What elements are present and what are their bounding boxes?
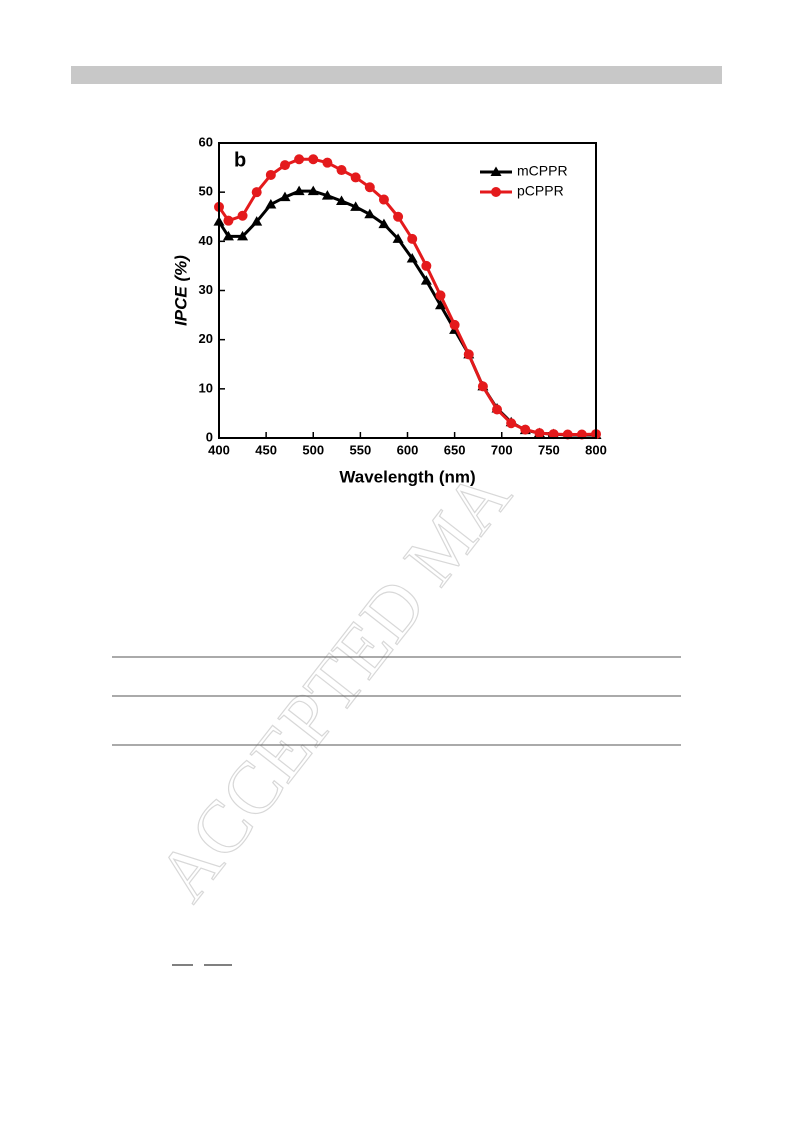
x-tick-label: 750 [538, 442, 560, 457]
legend-marker [490, 166, 502, 176]
watermark: ACCEPTED MA [142, 456, 527, 916]
data-point [265, 198, 277, 209]
header-bar [71, 66, 722, 84]
x-tick-label: 550 [350, 442, 372, 457]
data-point [435, 290, 446, 301]
data-point [293, 185, 305, 196]
data-point [321, 190, 333, 200]
data-point [223, 215, 234, 226]
data-point [421, 260, 432, 271]
x-tick-label: 450 [255, 442, 277, 457]
data-point [279, 191, 291, 202]
legend-label: pCPPR [517, 183, 564, 199]
y-axis-label: IPCE (%) [171, 255, 190, 326]
data-point [222, 230, 234, 241]
data-point [520, 424, 531, 435]
y-tick-label: 20 [199, 331, 213, 346]
data-point [534, 428, 545, 439]
data-point [350, 172, 361, 183]
data-point [336, 195, 348, 206]
y-tick-label: 10 [199, 380, 213, 395]
data-point [237, 230, 249, 241]
x-tick-label: 700 [491, 442, 513, 457]
data-point [322, 157, 333, 168]
data-point [336, 165, 347, 176]
x-tick-label: 400 [208, 442, 230, 457]
data-point [393, 211, 404, 222]
chart: 400 450 500 550 600 650 700 750 800 0 10 20 30 40 50 60… [171, 134, 606, 486]
data-point [463, 349, 474, 360]
x-tick-label: 800 [585, 442, 607, 457]
x-tick-label: 500 [302, 442, 324, 457]
x-tick-label: 650 [444, 442, 466, 457]
data-point [251, 216, 263, 226]
data-point [492, 404, 503, 415]
data-point [378, 194, 389, 205]
y-tick-label: 40 [199, 233, 213, 248]
data-point [350, 201, 362, 211]
x-tick-label: 600 [397, 442, 419, 457]
x-axis-label: Wavelength (nm) [339, 467, 475, 486]
data-point [279, 160, 290, 171]
data-point [307, 185, 319, 196]
legend-label: mCPPR [517, 163, 568, 179]
table-rules [112, 656, 681, 966]
y-tick-label: 0 [206, 429, 213, 444]
data-point [294, 154, 305, 165]
data-point [420, 275, 432, 285]
data-point [548, 429, 559, 440]
data-point [407, 233, 418, 244]
plot-frame [218, 142, 597, 439]
y-tick-label: 60 [199, 134, 213, 149]
data-point [406, 253, 418, 263]
y-tick-label: 30 [199, 282, 213, 297]
data-point [434, 299, 446, 310]
data-point [477, 381, 488, 392]
data-point [392, 233, 404, 243]
data-point [364, 182, 375, 193]
data-point [265, 169, 276, 180]
data-point [237, 210, 248, 221]
legend-marker [491, 187, 501, 197]
series-line [217, 157, 597, 437]
data-point [378, 218, 390, 229]
data-point [449, 319, 460, 330]
data-point [251, 187, 262, 198]
annotation: b [234, 149, 246, 171]
series-line [217, 189, 596, 437]
data-point [308, 154, 319, 165]
data-point [364, 208, 376, 219]
data-point [506, 418, 517, 429]
y-tick-label: 50 [199, 184, 213, 199]
